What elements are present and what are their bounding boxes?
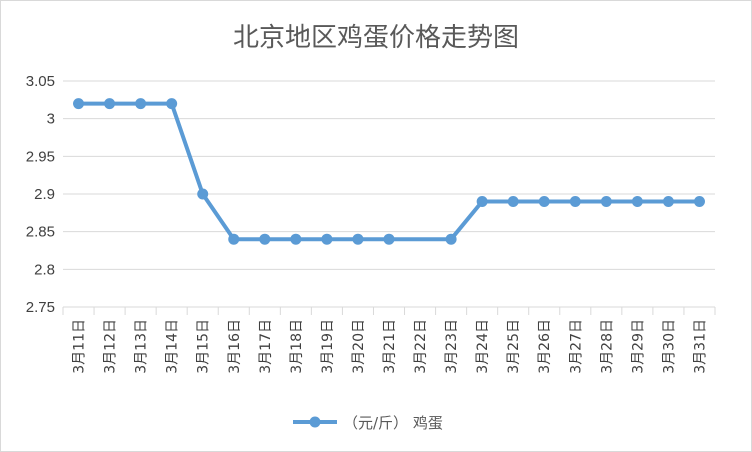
data-point: [600, 196, 612, 208]
y-tick-label: 2.85: [26, 224, 55, 241]
data-point: [693, 196, 705, 208]
data-point: [538, 196, 550, 208]
series-layer: [73, 98, 705, 245]
x-tick-label: 3月29日: [630, 319, 646, 374]
data-point: [662, 196, 674, 208]
x-tick-label: 3月20日: [351, 319, 367, 374]
data-point: [259, 233, 271, 245]
chart-title: 北京地区鸡蛋价格走势图: [233, 23, 519, 53]
legend-label: （元/斤） 鸡蛋: [343, 414, 443, 432]
x-tick-label: 3月24日: [475, 319, 491, 374]
y-tick-label: 3.05: [26, 73, 55, 90]
x-tick-label: 3月27日: [568, 319, 584, 374]
data-point: [321, 233, 333, 245]
legend: （元/斤） 鸡蛋: [293, 414, 443, 432]
y-tick-label: 2.9: [34, 186, 55, 203]
x-tick-label: 3月26日: [537, 319, 553, 374]
data-point: [197, 188, 209, 200]
x-tick-label: 3月12日: [103, 319, 119, 374]
data-point: [631, 196, 643, 208]
y-tick-label: 3: [47, 111, 55, 128]
x-tick-label: 3月18日: [289, 319, 305, 374]
data-point: [352, 233, 364, 245]
series-line: [76, 101, 702, 242]
data-point: [104, 98, 116, 110]
data-point: [166, 98, 178, 110]
y-tick-label: 2.75: [26, 299, 55, 316]
data-point: [445, 233, 457, 245]
x-axis-tick-labels: 3月11日 3月12日 3月13日 3月14日 3月15日 3月16日 3月17日 3月18日…: [72, 319, 709, 374]
data-point: [73, 98, 85, 110]
x-tick-label: 3月23日: [444, 319, 460, 374]
y-tick-label: 2.8: [34, 261, 55, 278]
grid-lines: [62, 80, 716, 315]
data-point: [569, 196, 581, 208]
y-axis-tick-labels: 3.05 3 2.95 2.9 2.85 2.8 2.75: [26, 73, 55, 316]
x-tick-label: 3月28日: [599, 319, 615, 374]
x-tick-label: 3月19日: [320, 319, 336, 374]
legend-swatch-marker: [309, 416, 321, 428]
data-point: [135, 98, 147, 110]
data-point: [228, 233, 240, 245]
data-point: [507, 196, 519, 208]
x-tick-label: 3月25日: [506, 319, 522, 374]
data-point: [476, 196, 488, 208]
y-tick-label: 2.95: [26, 148, 55, 165]
x-tick-label: 3月21日: [382, 319, 398, 374]
x-tick-label: 3月31日: [692, 319, 708, 374]
x-tick-label: 3月11日: [72, 319, 88, 374]
x-tick-label: 3月17日: [258, 319, 274, 374]
x-tick-label: 3月16日: [227, 319, 243, 374]
x-tick-label: 3月15日: [196, 319, 212, 374]
x-tick-label: 3月13日: [134, 319, 150, 374]
x-tick-label: 3月30日: [661, 319, 677, 374]
x-tick-label: 3月22日: [413, 319, 429, 374]
data-point: [383, 233, 395, 245]
x-tick-label: 3月14日: [165, 319, 181, 374]
data-point: [290, 233, 302, 245]
